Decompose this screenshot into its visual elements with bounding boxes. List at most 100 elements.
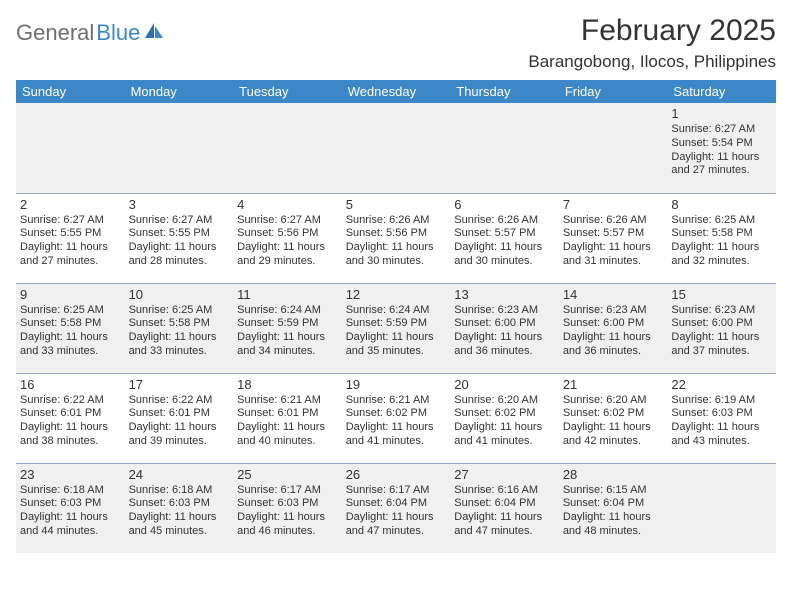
daylight-text-2: and 48 minutes. bbox=[563, 525, 664, 539]
calendar-day-cell: 16Sunrise: 6:22 AMSunset: 6:01 PMDayligh… bbox=[16, 373, 125, 463]
sunrise-text: Sunrise: 6:19 AM bbox=[671, 394, 772, 408]
sunrise-text: Sunrise: 6:26 AM bbox=[454, 214, 555, 228]
day-number: 16 bbox=[20, 377, 121, 392]
calendar-weekday-header: SundayMondayTuesdayWednesdayThursdayFrid… bbox=[16, 80, 776, 103]
day-details: Sunrise: 6:18 AMSunset: 6:03 PMDaylight:… bbox=[129, 484, 230, 539]
sunset-text: Sunset: 5:57 PM bbox=[563, 227, 664, 241]
daylight-text-2: and 33 minutes. bbox=[20, 345, 121, 359]
sunset-text: Sunset: 5:58 PM bbox=[129, 317, 230, 331]
header: GeneralBlue February 2025 Barangobong, I… bbox=[16, 14, 776, 72]
day-details: Sunrise: 6:27 AMSunset: 5:55 PMDaylight:… bbox=[129, 214, 230, 269]
calendar-day-cell: 23Sunrise: 6:18 AMSunset: 6:03 PMDayligh… bbox=[16, 463, 125, 553]
daylight-text-2: and 37 minutes. bbox=[671, 345, 772, 359]
daylight-text-2: and 36 minutes. bbox=[454, 345, 555, 359]
sunset-text: Sunset: 6:03 PM bbox=[671, 407, 772, 421]
calendar-day-cell: 25 Sunrise: 6:17 AMSunset: 6:03 PMDayligh… bbox=[233, 463, 342, 553]
day-number: 21 bbox=[563, 377, 664, 392]
sunset-text: Sunset: 5:59 PM bbox=[237, 317, 338, 331]
logo-text-general: General bbox=[16, 20, 94, 46]
daylight-text-2: and 39 minutes. bbox=[129, 435, 230, 449]
calendar-day-cell: 20Sunrise: 6:20 AMSunset: 6:02 PMDayligh… bbox=[450, 373, 559, 463]
daylight-text-1: Daylight: 11 hours bbox=[346, 421, 447, 435]
daylight-text-2: and 31 minutes. bbox=[563, 255, 664, 269]
day-details: Sunrise: 6:27 AMSunset: 5:56 PMDaylight:… bbox=[237, 214, 338, 269]
day-number: 8 bbox=[671, 197, 772, 212]
sunrise-text: Sunrise: 6:24 AM bbox=[346, 304, 447, 318]
sunset-text: Sunset: 6:03 PM bbox=[20, 497, 121, 511]
weekday-header: Monday bbox=[125, 80, 234, 103]
calendar-day-cell: 24Sunrise: 6:18 AMSunset: 6:03 PMDayligh… bbox=[125, 463, 234, 553]
sunset-text: Sunset: 5:55 PM bbox=[20, 227, 121, 241]
sunrise-text: Sunrise: 6:23 AM bbox=[671, 304, 772, 318]
day-number: 13 bbox=[454, 287, 555, 302]
sunset-text: Sunset: 6:01 PM bbox=[129, 407, 230, 421]
day-number: 25 bbox=[237, 467, 338, 482]
calendar-empty-cell bbox=[450, 103, 559, 193]
sunrise-text: Sunrise: 6:26 AM bbox=[346, 214, 447, 228]
weekday-header: Tuesday bbox=[233, 80, 342, 103]
sunset-text: Sunset: 6:01 PM bbox=[20, 407, 121, 421]
sunset-text: Sunset: 6:04 PM bbox=[346, 497, 447, 511]
sunrise-text: Sunrise: 6:22 AM bbox=[20, 394, 121, 408]
calendar-day-cell: 15 Sunrise: 6:23 AMSunset: 6:00 PMDayligh… bbox=[667, 283, 776, 373]
calendar-day-cell: 18Sunrise: 6:21 AMSunset: 6:01 PMDayligh… bbox=[233, 373, 342, 463]
daylight-text-1: Daylight: 11 hours bbox=[20, 511, 121, 525]
day-number: 27 bbox=[454, 467, 555, 482]
day-number: 15 bbox=[671, 287, 772, 302]
day-details: Sunrise: 6:20 AMSunset: 6:02 PMDaylight:… bbox=[563, 394, 664, 449]
calendar-day-cell: 13Sunrise: 6:23 AMSunset: 6:00 PMDayligh… bbox=[450, 283, 559, 373]
calendar-day-cell: 27 Sunrise: 6:16 AMSunset: 6:04 PMDayligh… bbox=[450, 463, 559, 553]
calendar-empty-cell bbox=[667, 463, 776, 553]
month-title: February 2025 bbox=[528, 14, 776, 48]
sunset-text: Sunset: 6:00 PM bbox=[454, 317, 555, 331]
daylight-text-1: Daylight: 11 hours bbox=[563, 511, 664, 525]
daylight-text-1: Daylight: 11 hours bbox=[237, 241, 338, 255]
daylight-text-2: and 28 minutes. bbox=[129, 255, 230, 269]
sunset-text: Sunset: 6:00 PM bbox=[671, 317, 772, 331]
daylight-text-1: Daylight: 11 hours bbox=[454, 331, 555, 345]
daylight-text-2: and 42 minutes. bbox=[563, 435, 664, 449]
daylight-text-2: and 27 minutes. bbox=[671, 164, 772, 178]
sunrise-text: Sunrise: 6:27 AM bbox=[237, 214, 338, 228]
day-details: Sunrise: 6:25 AMSunset: 5:58 PMDaylight:… bbox=[129, 304, 230, 359]
day-number: 4 bbox=[237, 197, 338, 212]
location-subtitle: Barangobong, Ilocos, Philippines bbox=[528, 52, 776, 72]
daylight-text-1: Daylight: 11 hours bbox=[671, 331, 772, 345]
day-number: 23 bbox=[20, 467, 121, 482]
daylight-text-1: Daylight: 11 hours bbox=[563, 241, 664, 255]
calendar-day-cell: 6Sunrise: 6:26 AMSunset: 5:57 PMDaylight… bbox=[450, 193, 559, 283]
day-details: Sunrise: 6:26 AMSunset: 5:57 PMDaylight:… bbox=[563, 214, 664, 269]
sunrise-text: Sunrise: 6:20 AM bbox=[563, 394, 664, 408]
day-number: 7 bbox=[563, 197, 664, 212]
daylight-text-2: and 30 minutes. bbox=[454, 255, 555, 269]
calendar-day-cell: 2Sunrise: 6:27 AMSunset: 5:55 PMDaylight… bbox=[16, 193, 125, 283]
daylight-text-1: Daylight: 11 hours bbox=[454, 241, 555, 255]
day-details: Sunrise: 6:27 AMSunset: 5:55 PMDaylight:… bbox=[20, 214, 121, 269]
calendar-day-cell: 21 Sunrise: 6:20 AMSunset: 6:02 PMDayligh… bbox=[559, 373, 668, 463]
sunrise-text: Sunrise: 6:27 AM bbox=[671, 123, 772, 137]
sunset-text: Sunset: 5:58 PM bbox=[20, 317, 121, 331]
weekday-header: Friday bbox=[559, 80, 668, 103]
day-details: Sunrise: 6:17 AMSunset: 6:03 PMDaylight:… bbox=[237, 484, 338, 539]
day-number: 9 bbox=[20, 287, 121, 302]
daylight-text-2: and 41 minutes. bbox=[454, 435, 555, 449]
day-number: 26 bbox=[346, 467, 447, 482]
calendar-day-cell: 10Sunrise: 6:25 AMSunset: 5:58 PMDayligh… bbox=[125, 283, 234, 373]
weekday-header: Wednesday bbox=[342, 80, 451, 103]
calendar-table: SundayMondayTuesdayWednesdayThursdayFrid… bbox=[16, 80, 776, 553]
sunrise-text: Sunrise: 6:18 AM bbox=[129, 484, 230, 498]
calendar-empty-cell bbox=[16, 103, 125, 193]
daylight-text-1: Daylight: 11 hours bbox=[671, 421, 772, 435]
daylight-text-1: Daylight: 11 hours bbox=[237, 511, 338, 525]
daylight-text-1: Daylight: 11 hours bbox=[20, 331, 121, 345]
day-details: Sunrise: 6:19 AMSunset: 6:03 PMDaylight:… bbox=[671, 394, 772, 449]
calendar-day-cell: 26Sunrise: 6:17 AMSunset: 6:04 PMDayligh… bbox=[342, 463, 451, 553]
daylight-text-2: and 27 minutes. bbox=[20, 255, 121, 269]
sunset-text: Sunset: 6:03 PM bbox=[237, 497, 338, 511]
daylight-text-2: and 43 minutes. bbox=[671, 435, 772, 449]
day-details: Sunrise: 6:16 AMSunset: 6:04 PMDaylight:… bbox=[454, 484, 555, 539]
day-number: 18 bbox=[237, 377, 338, 392]
daylight-text-1: Daylight: 11 hours bbox=[129, 511, 230, 525]
day-details: Sunrise: 6:23 AMSunset: 6:00 PMDaylight:… bbox=[563, 304, 664, 359]
calendar-week-row: 9 Sunrise: 6:25 AMSunset: 5:58 PMDaylight… bbox=[16, 283, 776, 373]
